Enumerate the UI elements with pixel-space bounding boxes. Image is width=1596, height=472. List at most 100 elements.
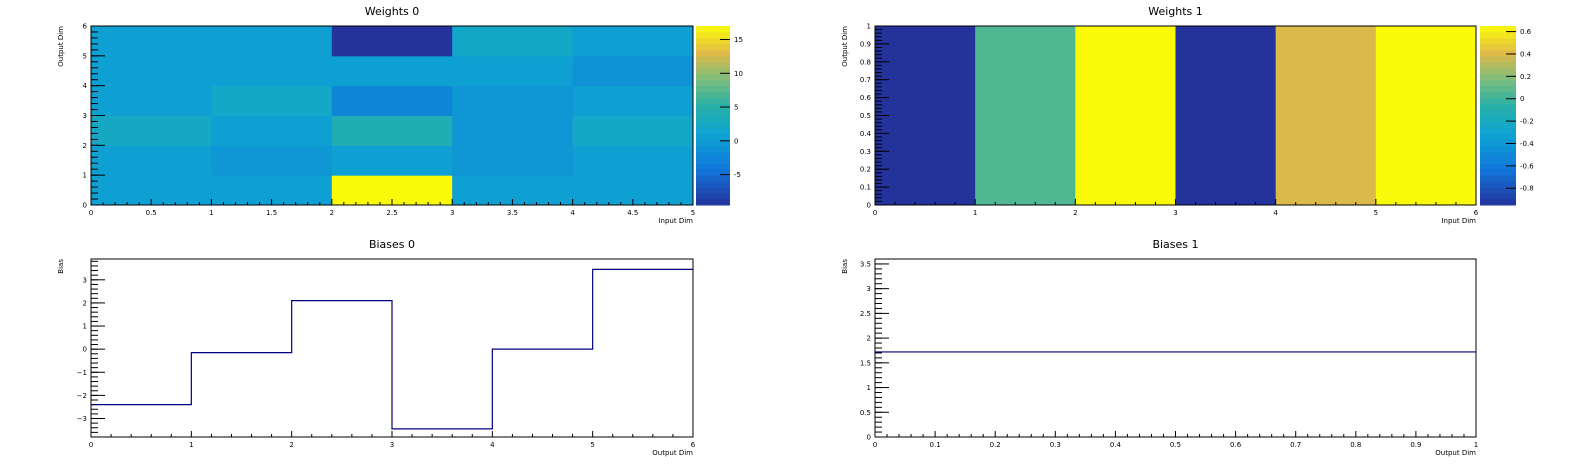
x-tick-label: 5 xyxy=(1374,209,1378,217)
y-tick-label: 2 xyxy=(83,142,87,150)
x-tick-label: 2 xyxy=(330,209,334,217)
colorbar-segment xyxy=(696,163,730,170)
heatmap-cell xyxy=(211,26,333,57)
colorbar-segment xyxy=(1480,169,1516,176)
colorbar-tick-label: 0.2 xyxy=(1520,73,1531,81)
x-tick-label: 0.5 xyxy=(146,209,157,217)
colorbar-segment xyxy=(696,169,730,176)
x-tick-label: 0.1 xyxy=(930,441,941,449)
x-tick-label: 2 xyxy=(1073,209,1077,217)
colorbar-tick-label: 0.6 xyxy=(1520,28,1532,36)
colorbar-segment xyxy=(1480,187,1516,194)
y-tick-label: 0 xyxy=(83,346,87,354)
x-tick-label: 0 xyxy=(873,441,877,449)
x-axis-label: Input Dim xyxy=(1441,217,1476,225)
colorbar-tick-label: 0.4 xyxy=(1520,50,1532,58)
chart-title: Biases 0 xyxy=(369,238,415,251)
heatmap-cell xyxy=(331,85,453,116)
chart-panel-3: Biases 1 0 0.1 0.2 0.3 0.4 0.5 0.6 0.7 0.8 0.9 1 0 0.… xyxy=(841,238,1478,457)
colorbar-segment xyxy=(696,85,730,93)
heatmap-cell xyxy=(331,55,453,87)
colorbar-segment xyxy=(1480,157,1516,164)
colorbar-tick-label: -0.8 xyxy=(1520,185,1534,193)
y-axis-label: Output Dim xyxy=(57,26,65,67)
y-tick-label: 1 xyxy=(867,384,871,392)
y-tick-label: 1.5 xyxy=(860,359,871,367)
y-tick-label: 4 xyxy=(83,82,88,90)
colorbar-segment xyxy=(696,145,730,152)
x-axis-label: Output Dim xyxy=(1435,449,1476,457)
x-tick-label: 4.5 xyxy=(627,209,638,217)
x-tick-label: 0.7 xyxy=(1290,441,1301,449)
y-axis-label: Output Dim xyxy=(841,26,849,67)
colorbar-segment xyxy=(696,31,730,39)
heatmap-cell xyxy=(331,145,453,176)
colorbar-segment xyxy=(696,109,730,116)
x-tick-label: 3.5 xyxy=(507,209,518,217)
colorbar-tick-label: 0 xyxy=(734,137,738,145)
y-tick-label: 1 xyxy=(867,23,871,31)
heatmap-cell xyxy=(572,145,694,176)
colorbar-tick-label: 15 xyxy=(734,36,743,44)
x-tick-label: 0 xyxy=(873,209,877,217)
chart-title: Biases 1 xyxy=(1152,238,1198,251)
colorbar-tick-label: -0.2 xyxy=(1520,118,1534,126)
heatmap-cell xyxy=(211,55,333,87)
colorbar-segment xyxy=(696,151,730,158)
y-tick-label: 2 xyxy=(867,335,871,343)
colorbar-segment xyxy=(696,121,730,128)
y-tick-label: 0.9 xyxy=(860,40,871,48)
heatmap-cell xyxy=(91,115,212,146)
y-tick-label: −1 xyxy=(77,369,87,377)
heatmap-cell xyxy=(452,26,574,57)
x-tick-label: 1 xyxy=(189,441,193,449)
colorbar-segment xyxy=(1480,43,1516,51)
heatmap-cell xyxy=(91,85,212,116)
colorbar-segment xyxy=(1480,121,1516,128)
heatmap-cell xyxy=(91,26,212,57)
colorbar-segment xyxy=(1480,151,1516,158)
colorbar-segment xyxy=(696,55,730,63)
heatmap-cell xyxy=(452,145,574,176)
x-tick-label: 0 xyxy=(89,441,93,449)
heatmap-cell xyxy=(1075,26,1176,206)
colorbar-segment xyxy=(1480,181,1516,188)
colorbar-segment xyxy=(696,175,730,182)
colorbar-tick-label: -0.6 xyxy=(1520,162,1534,170)
colorbar-segment xyxy=(696,91,730,99)
y-tick-label: 1 xyxy=(83,172,87,180)
y-tick-label: 6 xyxy=(83,23,88,31)
colorbar-segment xyxy=(1480,163,1516,170)
colorbar-segment xyxy=(1480,193,1516,200)
chart-panel-0: Weights 0 0 0.5 1 1.5 2 2.5 3 3.5 4 4.5 5 0 1 2 3 4 5 6 Inp… xyxy=(57,5,743,225)
y-tick-label: 5 xyxy=(83,52,87,60)
colorbar-segment xyxy=(696,67,730,75)
heatmap-cell xyxy=(452,55,574,87)
y-axis-label: Bias xyxy=(57,259,65,274)
y-tick-label: −2 xyxy=(77,392,87,400)
heatmap-cell xyxy=(572,55,694,87)
colorbar-segment xyxy=(1480,55,1516,63)
colorbar-segment xyxy=(1480,199,1516,206)
colorbar-segment xyxy=(696,127,730,134)
colorbar-tick-label: 0 xyxy=(1520,95,1524,103)
colorbar-segment xyxy=(1480,103,1516,111)
heatmap-cell xyxy=(452,85,574,116)
y-tick-label: 3 xyxy=(867,285,871,293)
y-tick-label: 0.1 xyxy=(860,184,871,192)
y-tick-label: 0.7 xyxy=(860,76,871,84)
x-tick-label: 1 xyxy=(209,209,213,217)
x-tick-label: 6 xyxy=(691,441,696,449)
colorbar-segment xyxy=(1480,49,1516,57)
y-axis-label: Bias xyxy=(841,259,849,274)
y-tick-label: 2.5 xyxy=(860,310,871,318)
colorbar-segment xyxy=(696,61,730,69)
colorbar-segment xyxy=(1480,79,1516,87)
colorbar-tick-label: -0.4 xyxy=(1520,140,1534,148)
colorbar-segment xyxy=(696,97,730,105)
colorbar-segment xyxy=(1480,139,1516,146)
x-tick-label: 1 xyxy=(1474,441,1478,449)
x-tick-label: 0.8 xyxy=(1350,441,1361,449)
heatmap-cell xyxy=(331,26,453,57)
heatmap-cell xyxy=(572,85,694,116)
